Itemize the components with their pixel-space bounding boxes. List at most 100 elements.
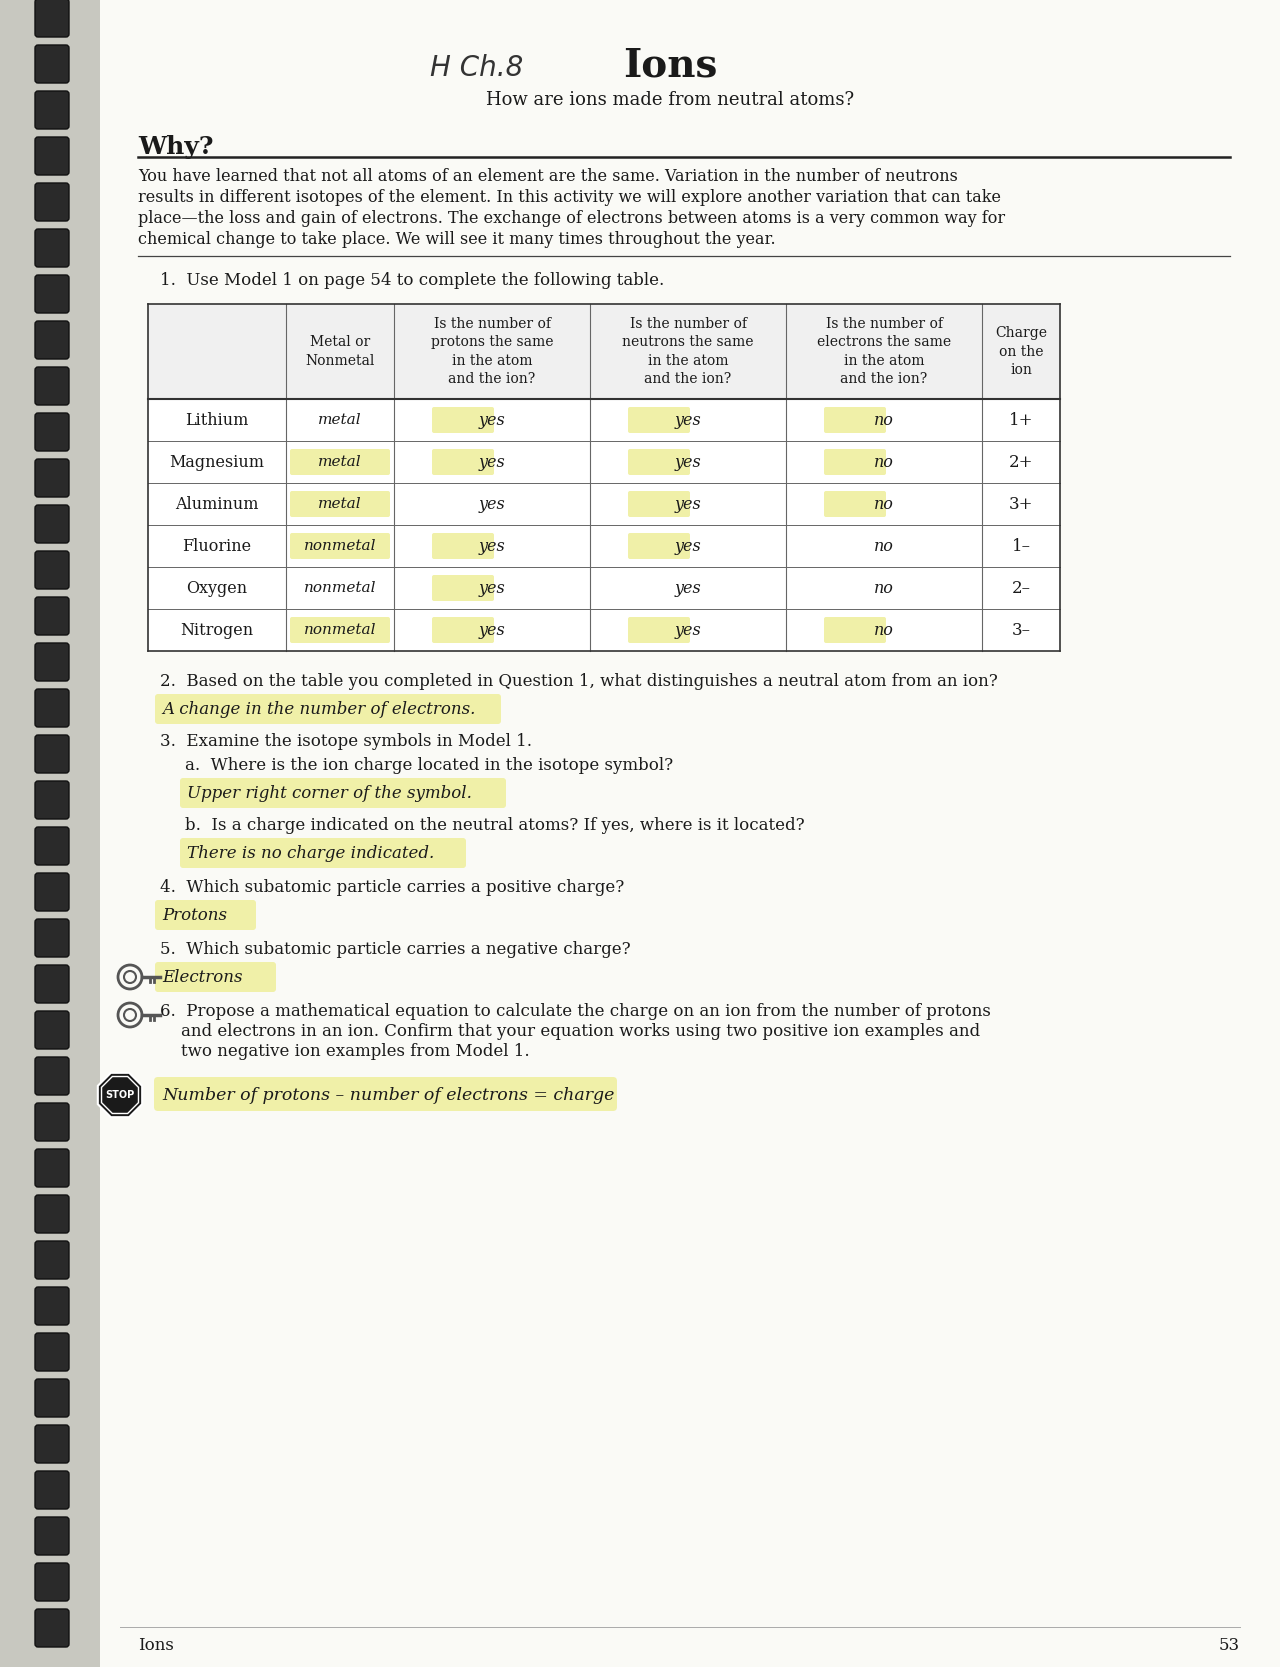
FancyBboxPatch shape [628, 448, 690, 475]
Text: STOP: STOP [105, 1090, 134, 1100]
FancyBboxPatch shape [35, 1010, 69, 1049]
FancyBboxPatch shape [628, 407, 690, 433]
FancyBboxPatch shape [35, 552, 69, 588]
FancyBboxPatch shape [291, 492, 390, 517]
Polygon shape [97, 1074, 142, 1117]
FancyBboxPatch shape [154, 1077, 617, 1110]
Text: 1–: 1– [1011, 537, 1030, 555]
Text: chemical change to take place. We will see it many times throughout the year.: chemical change to take place. We will s… [138, 232, 776, 248]
Text: 1+: 1+ [1009, 412, 1033, 428]
Text: no: no [874, 495, 893, 512]
FancyBboxPatch shape [35, 1470, 69, 1509]
FancyBboxPatch shape [35, 1425, 69, 1464]
FancyBboxPatch shape [35, 1334, 69, 1370]
Text: 1.  Use Model 1 on page 54 to complete the following table.: 1. Use Model 1 on page 54 to complete th… [160, 272, 664, 288]
FancyBboxPatch shape [291, 617, 390, 643]
Text: and electrons in an ion. Confirm that your equation works using two positive ion: and electrons in an ion. Confirm that yo… [160, 1024, 980, 1040]
FancyBboxPatch shape [35, 1564, 69, 1600]
Text: metal: metal [319, 455, 362, 468]
FancyBboxPatch shape [35, 597, 69, 635]
Text: Why?: Why? [138, 135, 214, 158]
Text: Ions: Ions [623, 47, 717, 83]
Text: A change in the number of electrons.: A change in the number of electrons. [163, 700, 475, 717]
Text: no: no [874, 453, 893, 470]
Text: no: no [874, 412, 893, 428]
FancyBboxPatch shape [824, 448, 886, 475]
FancyBboxPatch shape [35, 1104, 69, 1140]
FancyBboxPatch shape [180, 839, 466, 869]
Text: 4.  Which subatomic particle carries a positive charge?: 4. Which subatomic particle carries a po… [160, 879, 625, 895]
Text: Fluorine: Fluorine [183, 537, 252, 555]
Bar [0, 0, 100, 1667]
Text: 3–: 3– [1011, 622, 1030, 638]
FancyBboxPatch shape [155, 693, 500, 723]
FancyBboxPatch shape [35, 1517, 69, 1555]
FancyBboxPatch shape [155, 962, 276, 992]
FancyBboxPatch shape [433, 617, 494, 643]
FancyBboxPatch shape [433, 407, 494, 433]
FancyBboxPatch shape [35, 1609, 69, 1647]
FancyBboxPatch shape [35, 137, 69, 175]
Text: Electrons: Electrons [163, 969, 242, 985]
FancyBboxPatch shape [155, 900, 256, 930]
Text: yes: yes [479, 495, 506, 512]
Text: 2.  Based on the table you completed in Question 1, what distinguishes a neutral: 2. Based on the table you completed in Q… [160, 673, 997, 690]
FancyBboxPatch shape [824, 492, 886, 517]
FancyBboxPatch shape [35, 0, 69, 37]
Text: yes: yes [675, 412, 701, 428]
FancyBboxPatch shape [291, 448, 390, 475]
FancyBboxPatch shape [433, 533, 494, 558]
Text: yes: yes [479, 537, 506, 555]
Text: Ions: Ions [138, 1637, 174, 1654]
Text: metal: metal [319, 497, 362, 512]
FancyBboxPatch shape [35, 45, 69, 83]
Text: nonmetal: nonmetal [303, 582, 376, 595]
Text: How are ions made from neutral atoms?: How are ions made from neutral atoms? [486, 92, 854, 108]
FancyBboxPatch shape [35, 228, 69, 267]
Text: Is the number of
protons the same
in the atom
and the ion?: Is the number of protons the same in the… [431, 317, 553, 387]
FancyBboxPatch shape [35, 643, 69, 682]
Text: Is the number of
electrons the same
in the atom
and the ion?: Is the number of electrons the same in t… [817, 317, 951, 387]
Text: yes: yes [479, 453, 506, 470]
Text: 2–: 2– [1011, 580, 1030, 597]
FancyBboxPatch shape [35, 919, 69, 957]
Text: 6.  Propose a mathematical equation to calculate the charge on an ion from the n: 6. Propose a mathematical equation to ca… [160, 1004, 991, 1020]
Text: Upper right corner of the symbol.: Upper right corner of the symbol. [187, 785, 472, 802]
Text: Is the number of
neutrons the same
in the atom
and the ion?: Is the number of neutrons the same in th… [622, 317, 754, 387]
Text: You have learned that not all atoms of an element are the same. Variation in the: You have learned that not all atoms of a… [138, 168, 957, 185]
Text: Charge
on the
ion: Charge on the ion [995, 327, 1047, 377]
Text: place—the loss and gain of electrons. The exchange of electrons between atoms is: place—the loss and gain of electrons. Th… [138, 210, 1005, 227]
Text: Aluminum: Aluminum [175, 495, 259, 512]
Bar [148, 303, 1060, 652]
FancyBboxPatch shape [35, 322, 69, 358]
FancyBboxPatch shape [35, 1287, 69, 1325]
FancyBboxPatch shape [35, 1240, 69, 1279]
FancyBboxPatch shape [628, 617, 690, 643]
Text: 53: 53 [1219, 1637, 1240, 1654]
FancyBboxPatch shape [35, 505, 69, 543]
Text: yes: yes [675, 495, 701, 512]
Bar [148, 303, 1060, 398]
FancyBboxPatch shape [291, 533, 390, 558]
Text: 3+: 3+ [1009, 495, 1033, 512]
FancyBboxPatch shape [824, 407, 886, 433]
Text: 5.  Which subatomic particle carries a negative charge?: 5. Which subatomic particle carries a ne… [160, 940, 631, 959]
Text: Metal or
Nonmetal: Metal or Nonmetal [306, 335, 375, 368]
FancyBboxPatch shape [35, 458, 69, 497]
FancyBboxPatch shape [433, 448, 494, 475]
Text: results in different isotopes of the element. In this activity we will explore a: results in different isotopes of the ele… [138, 188, 1001, 207]
FancyBboxPatch shape [35, 688, 69, 727]
FancyBboxPatch shape [35, 874, 69, 910]
FancyBboxPatch shape [433, 575, 494, 602]
FancyBboxPatch shape [35, 183, 69, 222]
Text: no: no [874, 622, 893, 638]
Text: H Ch.8: H Ch.8 [430, 53, 524, 82]
Text: yes: yes [675, 453, 701, 470]
Text: Number of protons – number of electrons = charge: Number of protons – number of electrons … [163, 1087, 614, 1104]
FancyBboxPatch shape [35, 367, 69, 405]
Text: Nitrogen: Nitrogen [180, 622, 253, 638]
Text: nonmetal: nonmetal [303, 538, 376, 553]
FancyBboxPatch shape [628, 492, 690, 517]
Text: yes: yes [675, 622, 701, 638]
Text: no: no [874, 580, 893, 597]
